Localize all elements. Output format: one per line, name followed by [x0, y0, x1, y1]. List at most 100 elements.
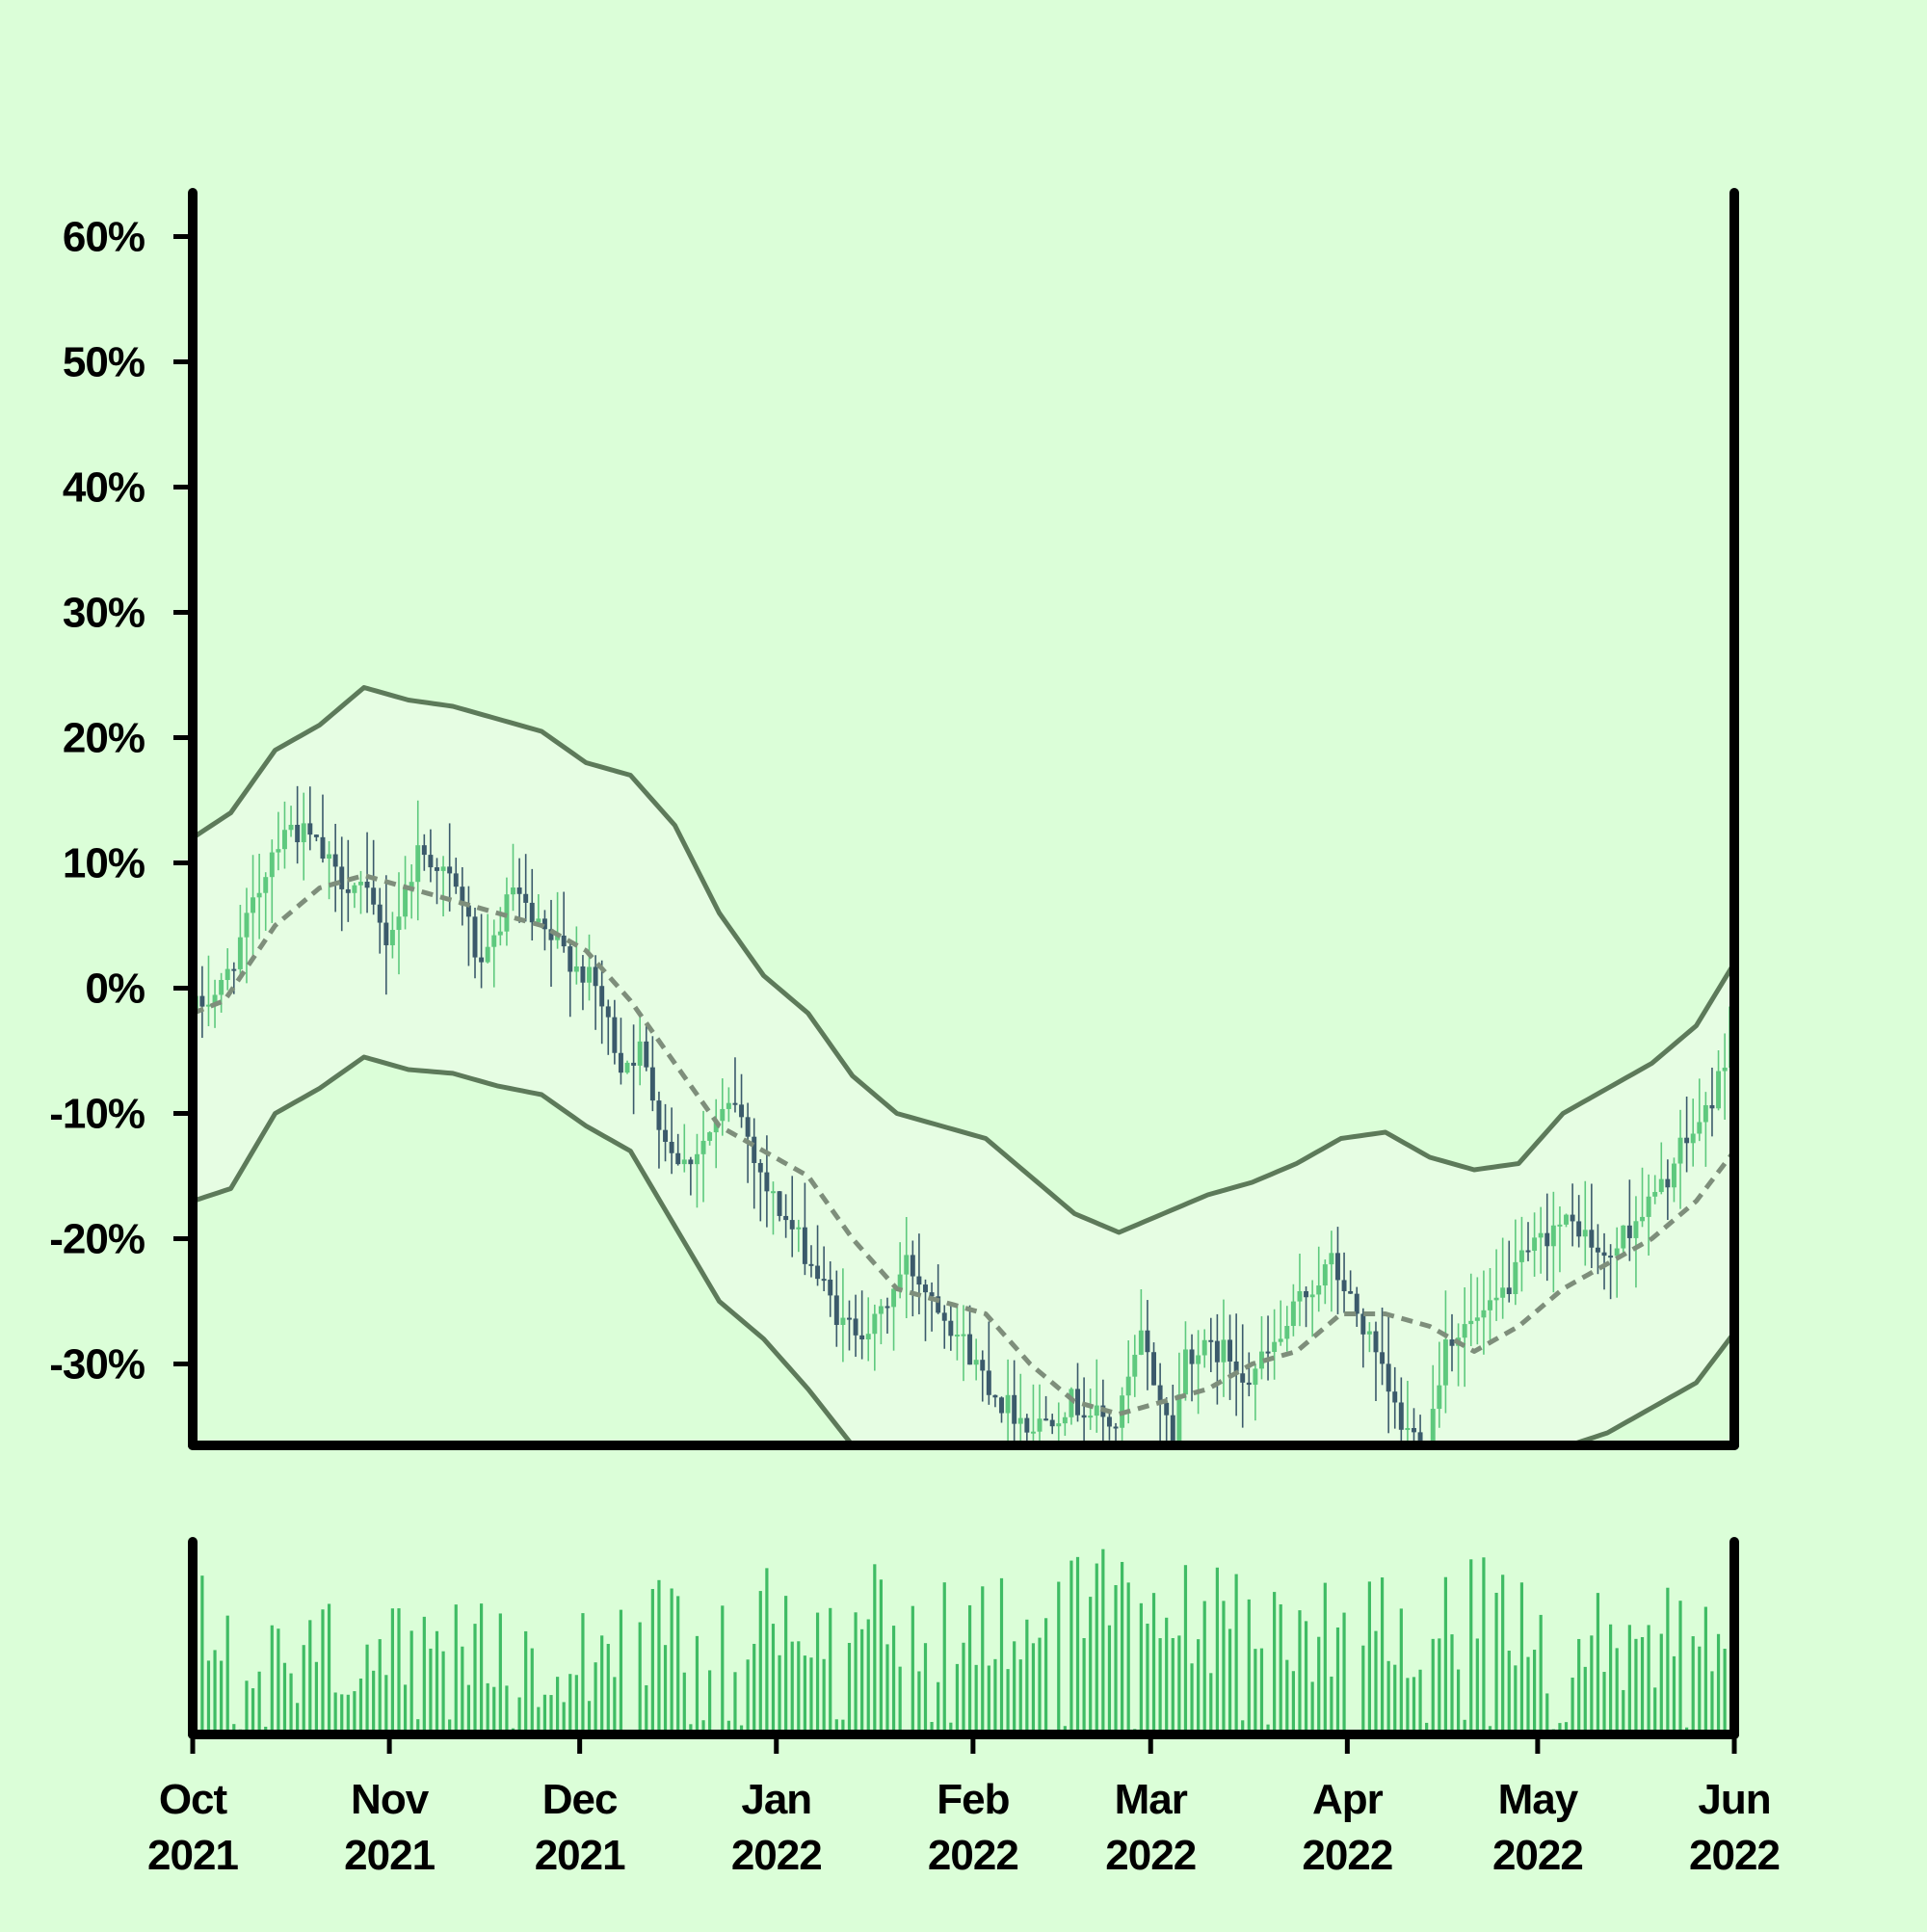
volume-bar	[1273, 1592, 1276, 1734]
volume-bar	[245, 1681, 248, 1734]
volume-bar	[676, 1596, 679, 1734]
volume-bar	[1438, 1638, 1440, 1734]
volume-bar	[1038, 1638, 1041, 1734]
candle-down	[1247, 1383, 1252, 1385]
volume-bar	[873, 1564, 876, 1734]
volume-bar	[664, 1645, 667, 1734]
candle-down	[752, 1137, 756, 1163]
candle-up	[219, 980, 224, 994]
y-tick-label: -30%	[49, 1341, 145, 1389]
candle-down	[1571, 1215, 1575, 1222]
volume-bar	[429, 1649, 432, 1734]
volume-bar	[1177, 1635, 1180, 1734]
volume-bar	[804, 1655, 806, 1734]
volume-bar	[671, 1588, 673, 1734]
candle-down	[1164, 1403, 1169, 1416]
x-tick-year: 2022	[1105, 1832, 1196, 1879]
candle-down	[1665, 1179, 1670, 1188]
volume-bar	[1393, 1665, 1396, 1734]
x-tick-year: 2022	[731, 1832, 822, 1879]
candle-up	[1716, 1072, 1721, 1109]
volume-bar	[467, 1685, 470, 1734]
candle-up	[1697, 1122, 1702, 1133]
volume-bar	[1095, 1564, 1098, 1734]
volume-bar	[1673, 1656, 1676, 1734]
candle-down	[1412, 1428, 1416, 1432]
candle-up	[511, 887, 515, 894]
candle-up	[1468, 1321, 1473, 1324]
volume-bar	[1641, 1637, 1644, 1734]
candle-up	[955, 1335, 960, 1337]
volume-bar	[975, 1665, 978, 1734]
candle-down	[688, 1159, 693, 1164]
volume-bar	[1006, 1669, 1009, 1734]
candle-up	[904, 1255, 909, 1274]
candle-down	[1145, 1331, 1149, 1352]
candle-down	[530, 903, 535, 922]
volume-bar	[271, 1626, 274, 1734]
candle-down	[967, 1335, 972, 1365]
volume-bar	[1285, 1660, 1288, 1734]
y-tick-label: 30%	[63, 590, 145, 637]
x-tick-year: 2022	[1302, 1832, 1392, 1879]
volume-bar	[1089, 1597, 1092, 1734]
candle-up	[1031, 1432, 1036, 1434]
candle-up	[1647, 1197, 1651, 1217]
candle-up	[1488, 1300, 1492, 1310]
candle-up	[244, 913, 249, 937]
volume-bar	[1653, 1687, 1656, 1734]
volume-bar	[499, 1613, 502, 1734]
candle-up	[1652, 1192, 1657, 1197]
volume-bar	[1533, 1650, 1536, 1734]
candle-down	[1050, 1420, 1055, 1427]
candle-down	[1012, 1395, 1016, 1424]
volume-bar	[441, 1652, 444, 1734]
y-tick-label: 60%	[63, 214, 145, 261]
volume-bar	[563, 1702, 566, 1734]
volume-bar	[1678, 1601, 1681, 1734]
x-tick-month: Jun	[1698, 1776, 1770, 1823]
candle-down	[231, 969, 236, 971]
volume-bar	[1602, 1672, 1605, 1734]
volume-bar	[1710, 1671, 1713, 1734]
candle-down	[1589, 1230, 1594, 1247]
candle-up	[1621, 1226, 1625, 1249]
volume-bar	[1311, 1681, 1314, 1734]
candle-up	[289, 825, 294, 830]
volume-bar	[765, 1568, 768, 1734]
candle-down	[619, 1053, 623, 1072]
volume-bar	[968, 1605, 971, 1734]
candle-up	[840, 1318, 845, 1325]
volume-bar	[1476, 1638, 1479, 1734]
candle-up	[1494, 1298, 1499, 1301]
volume-bar	[778, 1655, 780, 1734]
candle-up	[1018, 1418, 1023, 1424]
volume-bar	[733, 1672, 736, 1734]
volume-bar	[353, 1691, 356, 1734]
volume-bar	[892, 1626, 895, 1734]
candle-down	[650, 1068, 655, 1100]
volume-bar	[1342, 1613, 1345, 1734]
candle-up	[1126, 1377, 1131, 1396]
candle-up	[866, 1334, 871, 1339]
volume-bar	[1280, 1604, 1282, 1734]
volume-bar	[1628, 1625, 1631, 1734]
volume-bar	[1374, 1631, 1377, 1734]
candle-down	[383, 923, 388, 945]
volume-bar	[308, 1620, 311, 1734]
volume-bar	[1216, 1568, 1219, 1734]
candle-up	[1253, 1368, 1257, 1385]
candle-up	[1640, 1217, 1645, 1221]
y-tick-label: 40%	[63, 464, 145, 512]
candle-up	[962, 1335, 966, 1337]
candle-down	[778, 1191, 782, 1216]
candle-down	[847, 1318, 852, 1320]
volume-bar	[1025, 1620, 1028, 1734]
candle-down	[339, 866, 344, 888]
candle-down	[987, 1370, 991, 1394]
candle-down	[199, 996, 204, 1007]
volume-bar	[899, 1667, 902, 1734]
candle-up	[1723, 1068, 1728, 1072]
candle-down	[854, 1318, 858, 1335]
candle-up	[1564, 1215, 1569, 1225]
